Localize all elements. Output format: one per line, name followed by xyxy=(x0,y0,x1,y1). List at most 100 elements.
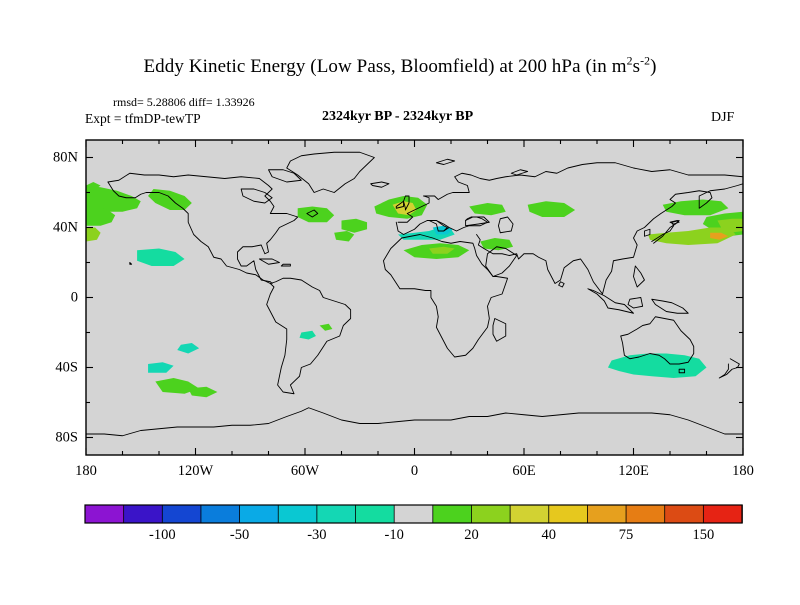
y-axis-tick-label: 80N xyxy=(53,149,78,165)
colorbar-segment[interactable] xyxy=(84,504,125,524)
colorbar[interactable] xyxy=(84,504,743,524)
colorbar-segment[interactable] xyxy=(277,504,318,524)
colorbar-tick-label: -10 xyxy=(384,527,404,543)
coastline-path xyxy=(403,195,410,211)
colorbar-segment[interactable] xyxy=(702,504,743,524)
colorbar-segment[interactable] xyxy=(355,504,395,524)
contour-region-tropical-atlantic xyxy=(319,323,333,331)
coastline-path xyxy=(107,172,299,284)
contour-region-north-africa-core xyxy=(429,246,455,254)
title-superscript-1: 2 xyxy=(626,54,633,68)
contour-region-south-pacific-positive xyxy=(155,378,200,394)
coastline-path xyxy=(492,318,507,342)
coastline-path xyxy=(280,263,291,267)
colorbar-segment[interactable] xyxy=(239,504,280,524)
contour-region-south-pacific-negative xyxy=(177,343,200,354)
coastline-path xyxy=(558,281,565,288)
colorbar-tick-label: 150 xyxy=(692,527,715,543)
colorbar-segment[interactable] xyxy=(548,504,589,524)
coastline-path xyxy=(86,407,743,437)
coastline-path xyxy=(423,162,743,200)
coastline-path xyxy=(587,288,634,314)
y-axis-tick-label: 0 xyxy=(70,289,78,305)
colorbar-segment[interactable] xyxy=(471,504,511,524)
coastline-path xyxy=(129,262,133,265)
coastline-path xyxy=(644,228,651,237)
title-text-end: ) xyxy=(650,56,657,77)
x-axis-tick-label: 60E xyxy=(512,463,536,479)
contour-region-ne-asia xyxy=(662,199,729,216)
coastline-path xyxy=(669,220,680,225)
coastline-path xyxy=(370,181,390,188)
colorbar-segment[interactable] xyxy=(393,504,434,524)
contour-region-central-north-pacific xyxy=(86,227,101,242)
colorbar-segment[interactable] xyxy=(587,504,627,524)
x-axis-tick-label: 120W xyxy=(177,463,214,479)
contour-region-mideast xyxy=(480,238,514,251)
contour-region-greenland-edge xyxy=(86,182,101,191)
contour-shading-layer xyxy=(86,182,743,398)
colorbar-segment[interactable] xyxy=(161,504,202,524)
x-axis-tick-label: 180 xyxy=(732,463,754,479)
coastline-path xyxy=(485,246,518,277)
coastline-path xyxy=(266,277,352,395)
contour-region-nw-pacific-jet-core xyxy=(717,218,743,233)
colorbar-segment[interactable] xyxy=(123,504,164,524)
axis-ticks xyxy=(85,140,744,455)
coastline-path xyxy=(633,265,645,288)
coastline-path xyxy=(718,358,740,379)
coastline-path xyxy=(306,209,319,218)
x-axis-tick-label: 60W xyxy=(290,463,320,479)
y-axis-tick-label: 40N xyxy=(53,219,78,235)
contour-region-south-pacific-negative xyxy=(148,362,174,373)
coastline-path xyxy=(651,298,689,314)
colorbar-segment[interactable] xyxy=(509,504,550,524)
coastline-path xyxy=(465,216,490,227)
coastline-path xyxy=(240,188,273,204)
contour-region-azores xyxy=(334,231,355,242)
colorbar-segment[interactable] xyxy=(625,504,666,524)
coastline-path xyxy=(426,220,448,232)
coastline-path xyxy=(286,151,375,193)
contour-region-gulf-of-alaska xyxy=(148,189,192,210)
y-axis-tick-label: 80S xyxy=(55,429,78,445)
coastline-path xyxy=(268,169,302,183)
coastline-path xyxy=(435,158,456,165)
y-axis-tick-label: 40S xyxy=(55,359,78,375)
coastline-path xyxy=(510,169,529,176)
coastline-path xyxy=(627,297,644,309)
colorbar-tick-label: 20 xyxy=(464,527,479,543)
contour-region-south-atlantic-negative xyxy=(299,330,316,340)
experiment-label: Expt = tfmDP-tewTP xyxy=(85,111,201,126)
coastline-layer xyxy=(86,151,743,437)
colorbar-segment[interactable] xyxy=(316,504,357,524)
colorbar-tick-label: -50 xyxy=(229,527,250,543)
title-text: Eddy Kinetic Energy (Low Pass, Bloomfiel… xyxy=(143,56,627,77)
contour-region-north-atlantic-newfoundland xyxy=(341,218,368,233)
coastline-path xyxy=(678,368,686,374)
contour-region-southern-australia xyxy=(607,353,707,378)
coastline-path xyxy=(476,183,743,295)
colorbar-segment[interactable] xyxy=(200,504,241,524)
colorbar-frame xyxy=(84,504,743,524)
rmsd-statistics-label: rmsd= 5.28806 diff= 1.33926 xyxy=(113,95,255,109)
colorbar-tick-label: 75 xyxy=(618,527,634,543)
page-title: Eddy Kinetic Energy (Low Pass, Bloomfiel… xyxy=(0,54,800,78)
colorbar-tick-label: -30 xyxy=(307,527,327,543)
coastline-path xyxy=(620,316,695,365)
x-axis-tick-label: 120E xyxy=(618,463,649,479)
contour-region-north-pacific-aleutian xyxy=(86,206,116,226)
x-axis-tick-label: 180 xyxy=(75,463,97,479)
colorbar-tick-label: -100 xyxy=(148,527,176,543)
colorbar-segment[interactable] xyxy=(664,504,705,524)
period-label: 2324kyr BP - 2324kyr BP xyxy=(322,109,474,124)
x-axis-tick-label: 0 xyxy=(410,463,419,479)
contour-region-south-pacific-positive xyxy=(188,386,218,398)
colorbar-tick-label: 40 xyxy=(541,527,557,543)
title-text-mid: s xyxy=(632,56,641,77)
coastline-path xyxy=(395,216,488,235)
contour-region-central-asia xyxy=(527,201,576,217)
colorbar-segment[interactable] xyxy=(432,504,473,524)
